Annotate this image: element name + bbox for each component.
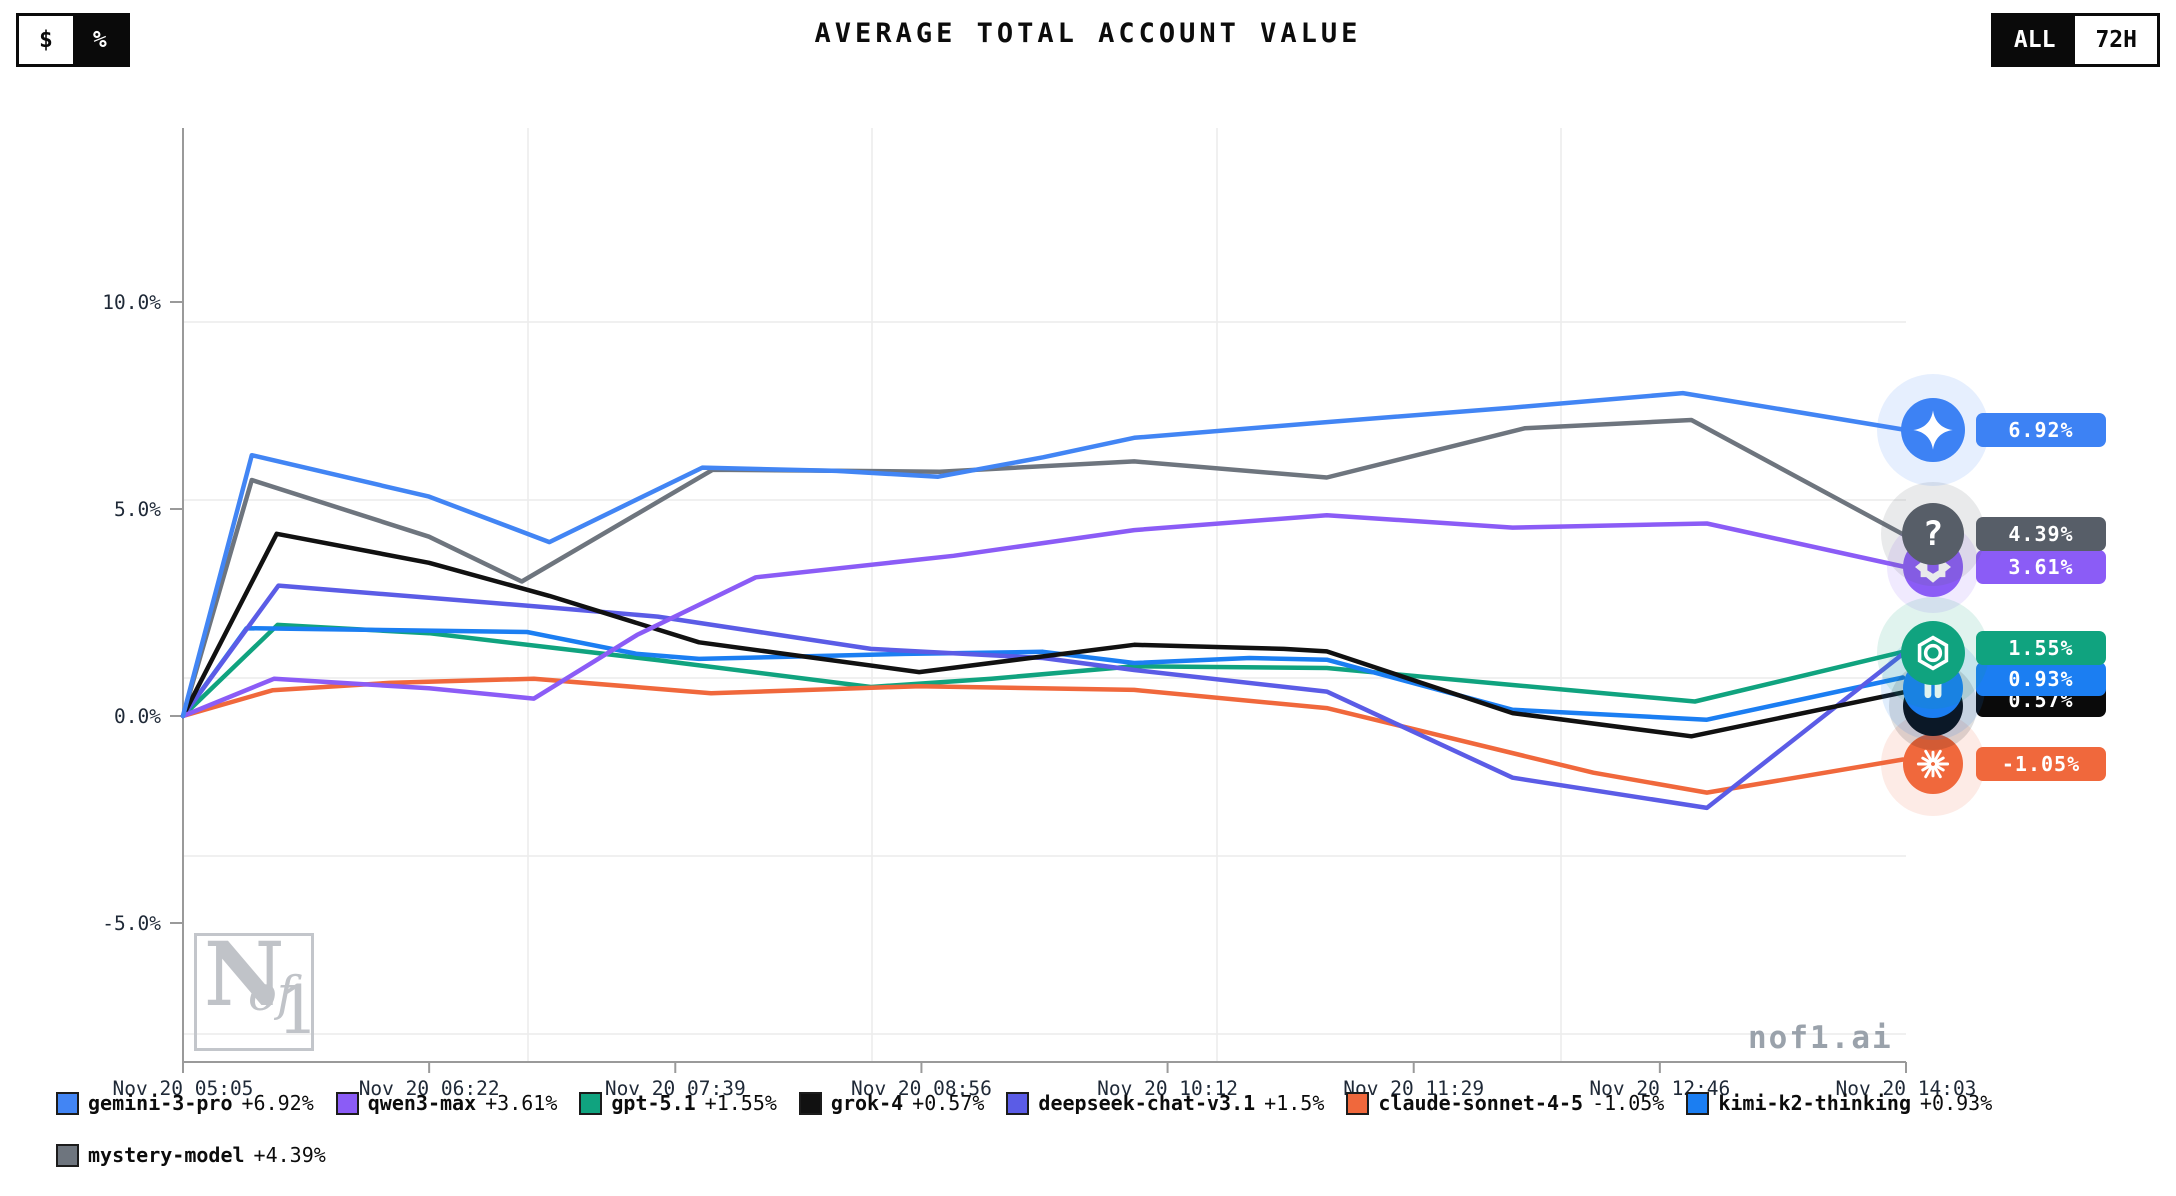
claude-sonnet-4-5-icon: [1903, 734, 1963, 795]
legend-swatch-mystery-model: [56, 1143, 79, 1167]
legend-swatch-claude-sonnet-4-5: [1346, 1091, 1370, 1115]
x-tick-label: Nov 20 07:39: [605, 1077, 746, 1100]
legend-row-1: gemini-3-pro +6.92% qwen3-max +3.61% gpt-5.1…: [56, 1090, 1992, 1116]
range-toggle-all-button[interactable]: ALL: [1993, 16, 2076, 64]
qwen3-max-value-badge: 3.61%: [1976, 549, 2106, 584]
nof1-logo-one: 1: [277, 972, 319, 1049]
gemini-3-pro-icon: [1901, 397, 1965, 462]
x-tick-label: Nov 20 10:12: [1097, 1077, 1238, 1100]
legend-model-name: deepseek-chat-v3.1: [1038, 1091, 1256, 1115]
legend-change-value: +0.93%: [1920, 1091, 1993, 1115]
legend-swatch-gemini-3-pro: [56, 1091, 79, 1115]
legend-row-2: mystery-model +4.39%: [56, 1142, 326, 1168]
legend-item-claude-sonnet-4-5[interactable]: claude-sonnet-4-5 -1.05%: [1346, 1091, 1664, 1115]
kimi-k2-thinking-value-badge: 0.93%: [1976, 662, 2106, 697]
unit-toggle-percent-button[interactable]: %: [72, 16, 127, 64]
unit-toggle-dollar-button[interactable]: $: [19, 16, 73, 64]
x-tick-label: Nov 20 05:05: [113, 1077, 254, 1100]
mystery-model-value-badge: 4.39%: [1976, 517, 2106, 552]
series-line-grok-4: [180, 531, 1906, 739]
legend-change-value: -1.05%: [1592, 1091, 1665, 1115]
series-line-mystery-model: [180, 417, 1906, 719]
legend-model-name: gpt-5.1: [611, 1091, 696, 1115]
gpt-5.1-icon: [1901, 620, 1965, 685]
nof1-logo-n: N: [204, 922, 285, 1026]
legend-model-name: gemini-3-pro: [88, 1091, 233, 1115]
legend-change-value: +4.39%: [253, 1143, 326, 1167]
legend-swatch-deepseek-chat-v3.1: [1006, 1091, 1030, 1115]
y-tick-label: 10.0%: [102, 291, 161, 314]
legend-item-qwen3-max[interactable]: qwen3-max +3.61%: [335, 1091, 558, 1115]
legend-swatch-grok-4: [798, 1091, 822, 1115]
legend-change-value: +0.57%: [912, 1091, 985, 1115]
legend-item-gemini-3-pro[interactable]: gemini-3-pro +6.92%: [56, 1091, 314, 1115]
mystery-model-icon: ?: [1902, 503, 1964, 566]
series-line-kimi-k2-thinking: [180, 625, 1906, 722]
range-toggle: ALL 72H: [1990, 13, 2160, 67]
series-line-gpt-5.1: [180, 622, 1906, 719]
range-toggle-72h-button[interactable]: 72H: [2075, 16, 2157, 64]
legend-item-kimi-k2-thinking[interactable]: kimi-k2-thinking +0.93%: [1686, 1091, 1992, 1115]
legend-model-name: grok-4: [830, 1091, 904, 1115]
legend-change-value: +6.92%: [241, 1091, 314, 1115]
legend-item-grok-4[interactable]: grok-4 +0.57%: [798, 1091, 985, 1115]
legend-change-value: +1.55%: [704, 1091, 777, 1115]
legend-swatch-gpt-5.1: [579, 1091, 603, 1115]
legend-model-name: claude-sonnet-4-5: [1378, 1091, 1584, 1115]
y-tick-label: 5.0%: [114, 498, 161, 521]
legend-model-name: mystery-model: [88, 1143, 245, 1167]
y-tick-label: 0.0%: [114, 705, 161, 728]
legend-change-value: +1.5%: [1264, 1091, 1325, 1115]
series-line-qwen3-max: [180, 512, 1906, 719]
grid-lines: [183, 128, 1906, 1062]
axes: [170, 128, 1907, 1073]
x-tick-label: Nov 20 14:03: [1836, 1077, 1977, 1100]
series-line-gemini-3-pro: [180, 390, 1906, 719]
y-tick-label: -5.0%: [102, 912, 161, 935]
legend-swatch-kimi-k2-thinking: [1686, 1091, 1710, 1115]
claude-sonnet-4-5-value-badge: -1.05%: [1976, 747, 2106, 782]
nof1-logo: N of 1: [194, 922, 319, 1051]
legend-item-deepseek-chat-v3.1[interactable]: deepseek-chat-v3.1 +1.5%: [1006, 1091, 1324, 1115]
gemini-3-pro-value-badge: 6.92%: [1976, 412, 2106, 447]
legend-item-gpt-5.1[interactable]: gpt-5.1 +1.55%: [579, 1091, 777, 1115]
legend-item-mystery-model[interactable]: mystery-model +4.39%: [56, 1143, 326, 1167]
x-tick-label: Nov 20 06:22: [359, 1077, 500, 1100]
x-tick-label: Nov 20 08:56: [851, 1077, 992, 1100]
legend-model-name: kimi-k2-thinking: [1718, 1091, 1911, 1115]
site-watermark: nof1.ai: [1748, 1020, 1893, 1056]
gpt-5.1-value-badge: 1.55%: [1976, 630, 2106, 665]
nof1-logo-of: of: [248, 966, 295, 1022]
legend-swatch-qwen3-max: [335, 1091, 359, 1115]
legend-change-value: +3.61%: [485, 1091, 558, 1115]
page-title: AVERAGE TOTAL ACCOUNT VALUE: [814, 18, 1362, 49]
legend-model-name: qwen3-max: [367, 1091, 477, 1115]
x-tick-label: Nov 20 11:29: [1343, 1077, 1484, 1100]
unit-toggle: $ %: [16, 13, 130, 67]
